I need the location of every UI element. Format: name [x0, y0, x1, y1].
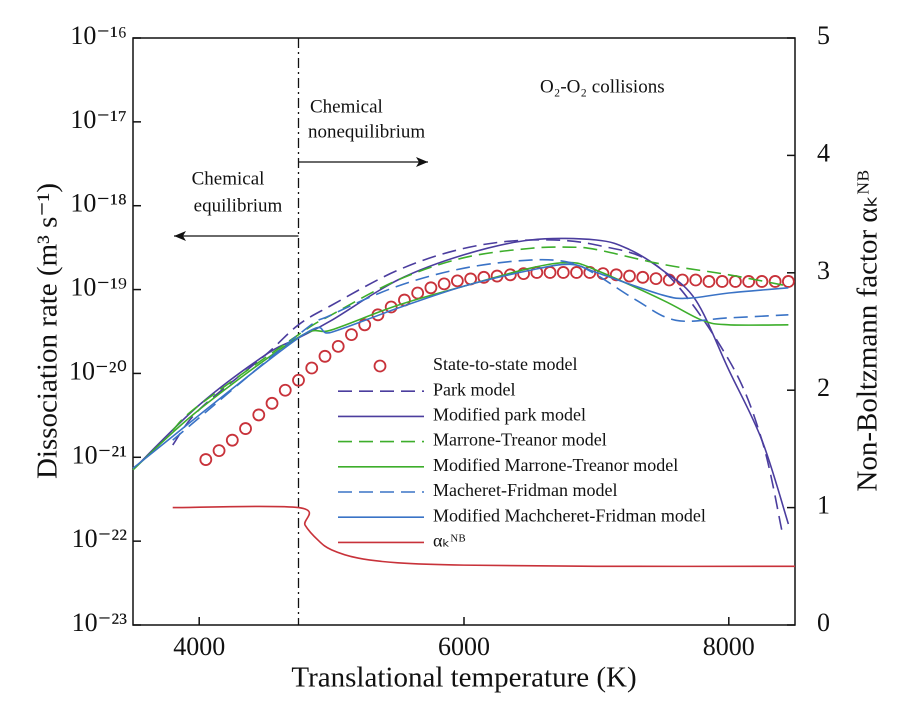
data-point — [742, 275, 756, 288]
data-point — [556, 266, 570, 279]
y-tick-label: 10⁻¹⁹ — [70, 273, 127, 302]
legend-label: Modified Marrone-Treanor model — [433, 455, 678, 475]
data-point — [729, 275, 742, 288]
arrow-head — [174, 231, 186, 241]
series-line — [132, 237, 790, 525]
data-point — [450, 274, 464, 288]
y2-tick-label: 4 — [817, 138, 830, 167]
data-point — [702, 275, 716, 288]
series-line — [172, 258, 789, 441]
y2-tick-label: 3 — [817, 256, 830, 285]
data-point — [609, 268, 623, 282]
data-point — [239, 422, 252, 435]
data-point — [199, 453, 213, 466]
x-tick-label: 8000 — [703, 632, 755, 661]
data-point — [437, 277, 451, 291]
annotation: Chemical — [192, 168, 265, 189]
legend-label: Modified park model — [433, 405, 586, 425]
annotation: equilibrium — [194, 195, 283, 216]
y-axis-label: Dissociation rate (m³ s⁻¹) — [32, 183, 64, 479]
data-point — [781, 275, 795, 288]
series-line — [172, 505, 796, 568]
data-point — [649, 272, 663, 286]
data-point — [345, 328, 358, 342]
annotation: O₂-O₂ collisions — [540, 76, 665, 97]
legend-label: State-to-state model — [433, 354, 577, 374]
data-point — [411, 286, 425, 300]
y-tick-label: 10⁻²² — [72, 524, 128, 553]
legend-label: Marrone-Treanor model — [433, 430, 607, 450]
data-point — [477, 270, 491, 284]
x-axis-label: Translational temperature (K) — [291, 662, 636, 694]
series-line — [132, 263, 789, 469]
y-tick-label: 10⁻²¹ — [72, 440, 127, 469]
legend-marker — [373, 359, 387, 373]
data-point — [424, 281, 438, 295]
data-point — [225, 433, 239, 447]
y-tick-label: 10⁻²⁰ — [69, 356, 127, 385]
data-point — [358, 318, 372, 332]
data-point — [636, 270, 650, 284]
y-tick-label: 10⁻¹⁶ — [70, 21, 127, 50]
y-tick-label: 10⁻¹⁸ — [70, 189, 127, 218]
series-line — [172, 246, 789, 431]
y2-tick-label: 2 — [817, 373, 830, 402]
annotation: nonequilibrium — [308, 121, 425, 142]
data-point — [252, 408, 266, 422]
data-point — [318, 349, 332, 363]
data-point — [570, 266, 583, 279]
y2-tick-label: 1 — [817, 491, 830, 520]
data-point — [689, 273, 703, 287]
legend-label: Macheret-Fridman model — [433, 480, 617, 500]
legend-label: Modified Machcheret-Fridman model — [433, 505, 706, 525]
data-point — [755, 275, 769, 288]
y-tick-label: 10⁻¹⁷ — [70, 105, 127, 134]
data-point — [331, 340, 345, 353]
y-tick-label: 10⁻²³ — [72, 608, 128, 637]
data-point — [305, 361, 319, 375]
data-point — [384, 300, 398, 314]
data-point — [265, 396, 279, 410]
legend-label: Park model — [433, 379, 516, 399]
data-point — [212, 444, 226, 458]
data-point — [292, 373, 305, 387]
data-point — [768, 275, 782, 288]
data-point — [278, 383, 292, 397]
x-tick-label: 4000 — [173, 632, 225, 661]
legend-label: αₖᴺᴮ — [433, 531, 465, 551]
y2-tick-label: 0 — [817, 608, 830, 637]
data-point — [715, 275, 729, 288]
y2-tick-label: 5 — [817, 21, 830, 50]
data-point — [623, 269, 636, 283]
y2-axis-label: Non-Boltzmann factor αₖᴺᴮ — [852, 170, 884, 491]
annotation: Chemical — [310, 96, 383, 117]
x-tick-label: 6000 — [438, 632, 490, 661]
arrow-head — [416, 157, 428, 167]
data-point — [543, 266, 557, 279]
